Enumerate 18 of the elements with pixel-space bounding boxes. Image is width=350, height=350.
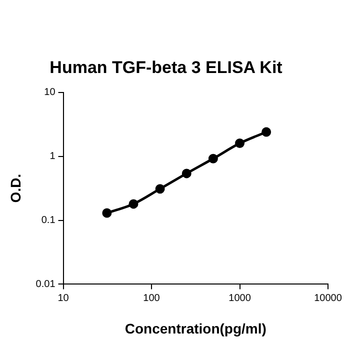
point [102,208,112,218]
point [155,184,165,194]
y-tick-label: 1 [50,151,56,162]
x-axis-title: Concentration(pg/ml) [124,320,266,336]
x-tick-label: 10 [58,292,70,304]
point [262,127,272,137]
y-axis-title: O.D. [7,174,24,203]
point [235,138,245,148]
point [128,199,138,209]
y-tick-label: 0.1 [41,215,56,226]
chart-title: Human TGF-beta 3 ELISA Kit [50,58,283,77]
y-tick-label: 0.01 [36,278,56,290]
y-tick-label: 10 [44,87,56,98]
point [208,154,218,164]
x-tick-label: 100 [143,292,160,304]
x-tick-label: 1000 [228,292,252,304]
x-tick-label: 10000 [314,292,342,304]
point [182,168,192,178]
